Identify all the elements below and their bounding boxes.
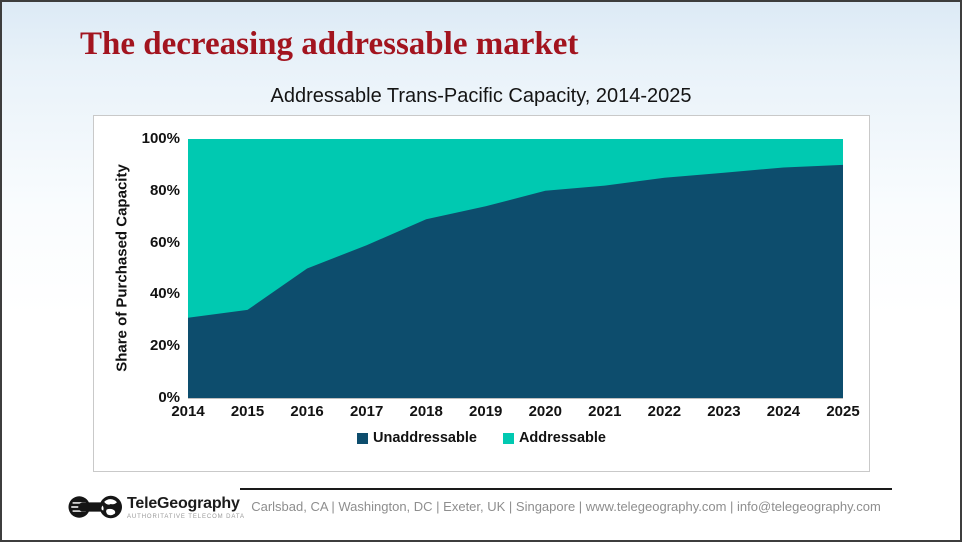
legend-swatch (502, 432, 514, 444)
logo-tagline: AUTHORITATIVE TELECOM DATA (127, 514, 245, 520)
y-tick-label: 100% (141, 130, 180, 147)
x-tick-label: 2020 (528, 403, 562, 420)
chart-legend: Unaddressable Addressable (94, 430, 869, 446)
legend-item-unaddressable: Unaddressable (356, 430, 477, 446)
x-tick-label: 2015 (230, 403, 265, 420)
x-tick-label: 2017 (349, 403, 384, 420)
footer-divider (240, 488, 892, 490)
x-tick-label: 2018 (409, 403, 443, 420)
x-tick-label: 2025 (826, 403, 860, 420)
x-tick-label: 2014 (171, 403, 205, 420)
y-tick-label: 20% (149, 337, 180, 355)
x-tick-label: 2019 (469, 403, 503, 420)
x-tick-label: 2016 (290, 403, 324, 420)
x-tick-label: 2023 (707, 403, 741, 420)
chart-panel: Share of Purchased Capacity 0% 20% 40% 60% 8… (93, 115, 870, 472)
x-tick-label: 2024 (766, 403, 801, 420)
stacked-area-chart (188, 139, 843, 399)
y-tick-label: 60% (149, 233, 180, 251)
logo-text: TeleGeography (127, 495, 240, 512)
handset-globe-icon (68, 495, 122, 519)
legend-label: Addressable (518, 430, 606, 446)
legend-label: Unaddressable (372, 430, 477, 446)
chart-title: Addressable Trans-Pacific Capacity, 2014… (270, 85, 692, 107)
y-tick-label: 40% (149, 285, 180, 303)
telegeography-logo: TeleGeography AUTHORITATIVE TELECOM DATA (68, 492, 245, 522)
legend-item-addressable: Addressable (502, 430, 606, 446)
legend-swatch (356, 432, 368, 444)
unaddressable-area (188, 164, 843, 398)
y-tick-label: 0% (158, 389, 180, 406)
x-tick-label: 2021 (588, 403, 622, 420)
slide-title: The decreasing addressable market (80, 26, 579, 62)
x-tick-label: 2022 (647, 403, 682, 420)
y-tick-label: 80% (149, 181, 180, 199)
footer-contact: Carlsbad, CA | Washington, DC | Exeter, … (251, 499, 881, 514)
